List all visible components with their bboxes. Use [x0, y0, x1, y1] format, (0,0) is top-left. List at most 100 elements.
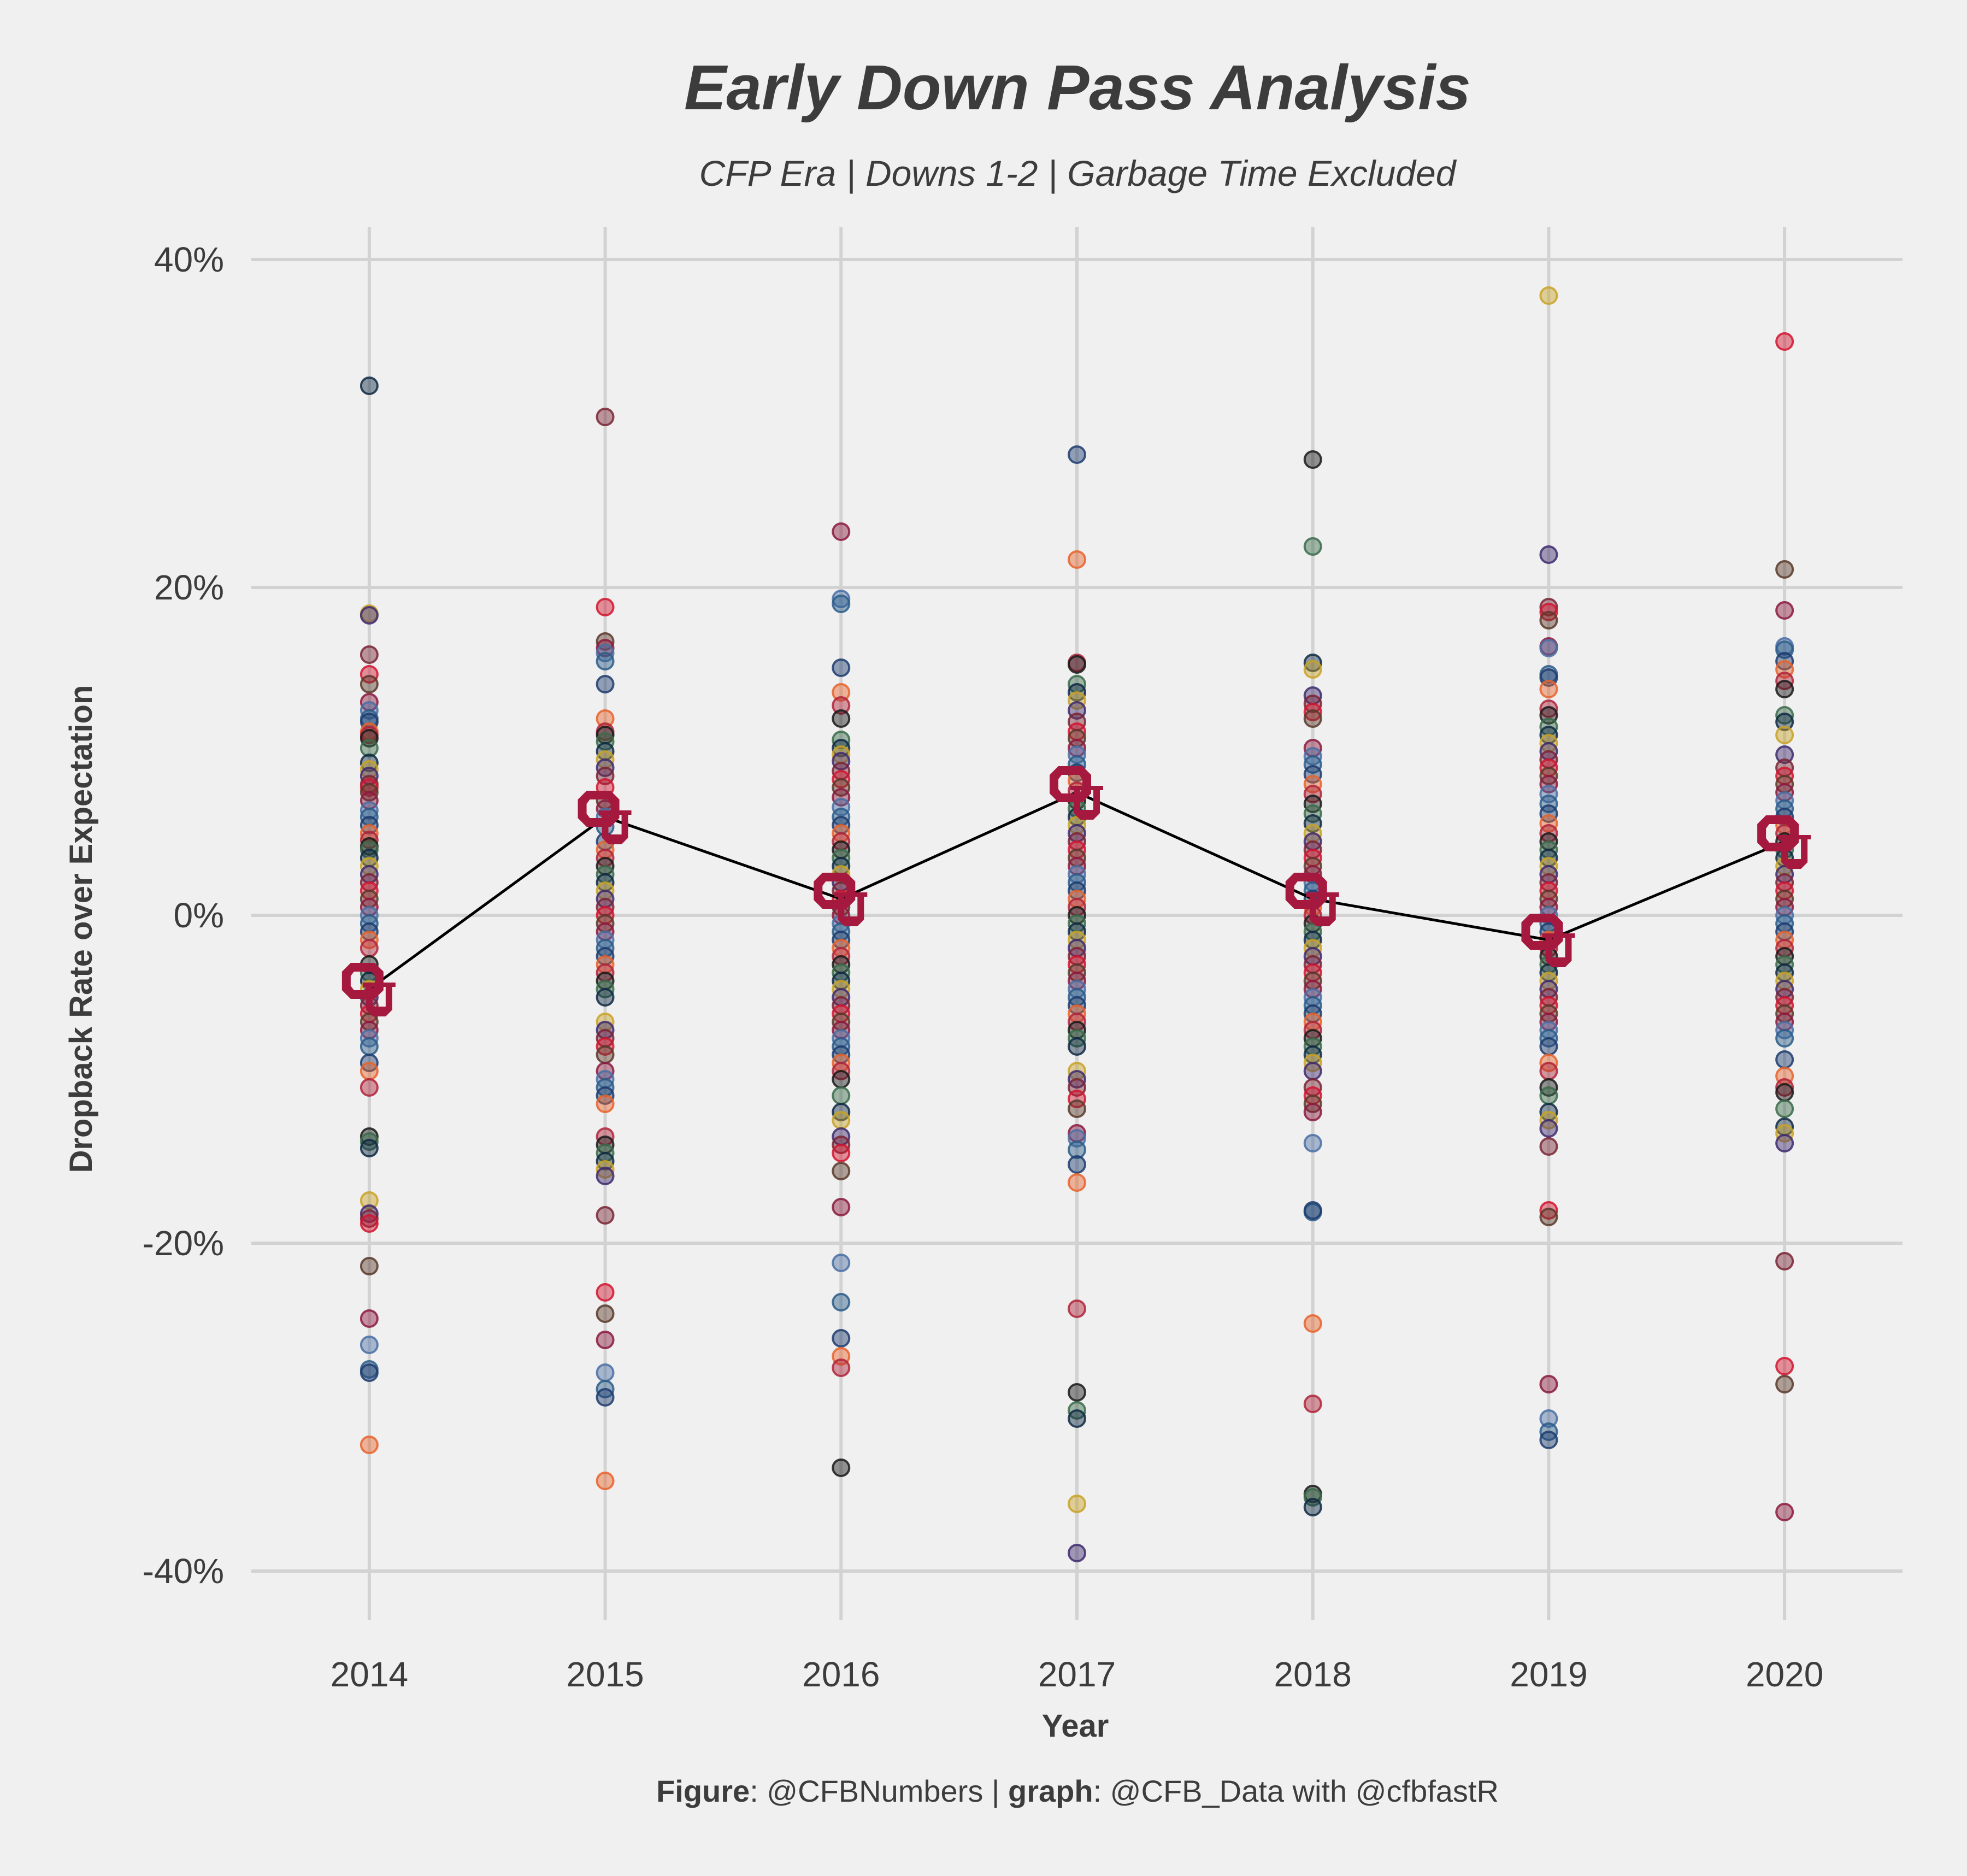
x-tick-labels: 2014 2015 2016 2017 2018 2019 2020	[331, 1655, 1824, 1694]
data-point-2015-56	[596, 1206, 615, 1225]
data-point-2020-11	[1775, 726, 1794, 744]
data-point-2018-2	[1303, 654, 1322, 672]
data-point-2015-10	[596, 732, 615, 751]
data-point-2019-57	[1539, 1119, 1558, 1138]
data-point-2017-1	[1068, 550, 1086, 569]
data-point-2014-63	[360, 1336, 379, 1354]
team-logo-2018	[1285, 873, 1339, 926]
data-point-2015-39	[596, 988, 615, 1007]
data-point-2016-6	[832, 709, 851, 728]
team-logo-2017	[1050, 766, 1103, 820]
x-axis-label: Year	[1042, 1708, 1109, 1744]
data-point-2014-56	[360, 1139, 379, 1157]
data-point-2014-14	[360, 754, 379, 772]
data-point-2017-52	[1068, 1099, 1086, 1118]
data-point-2016-10	[832, 752, 851, 771]
logo-u-shape-2018	[1306, 892, 1339, 926]
data-point-2014-5	[360, 675, 379, 693]
data-point-2020-55	[1775, 1252, 1794, 1271]
x-tick-label-2020: 2020	[1746, 1655, 1823, 1694]
team-logo-2020	[1757, 815, 1811, 869]
data-point-2018-11	[1303, 765, 1322, 784]
x-tick-label-2014: 2014	[331, 1655, 408, 1694]
caption: Figure: @CFBNumbers | graph: @CFB_Data w…	[656, 1774, 1499, 1808]
data-point-2016-51	[832, 1111, 851, 1130]
data-point-2016-59	[832, 1329, 851, 1348]
data-point-2016-58	[832, 1293, 851, 1312]
data-point-2019-60	[1539, 1208, 1558, 1226]
x-tick-label-2017: 2017	[1038, 1655, 1116, 1694]
logo-u-shape-2020	[1778, 835, 1811, 869]
data-point-2016-57	[832, 1254, 851, 1272]
data-point-2016-8	[832, 739, 851, 757]
data-point-2014-39	[360, 939, 379, 957]
data-point-2019-58	[1539, 1137, 1558, 1156]
data-point-2018-3	[1303, 660, 1322, 679]
data-point-2016-2	[832, 595, 851, 613]
x-tick-label-2015: 2015	[566, 1655, 644, 1694]
data-point-2017-55	[1068, 1140, 1086, 1159]
data-point-2020-12	[1775, 745, 1794, 764]
data-point-2017-59	[1068, 1383, 1086, 1402]
logo-u-shape-2015	[598, 810, 632, 844]
data-point-2017-62	[1068, 1495, 1086, 1513]
data-point-2017-56	[1068, 1155, 1086, 1174]
y-tick-labels: -40% -20% 0% 20% 40%	[143, 240, 224, 1591]
data-point-2014-61	[360, 1257, 379, 1275]
data-point-2014-3	[360, 645, 379, 664]
y-tick-label-3: 20%	[154, 568, 224, 607]
data-point-2019-21	[1539, 795, 1558, 813]
data-point-2017-58	[1068, 1299, 1086, 1318]
data-point-2019-19	[1539, 775, 1558, 793]
data-point-2018-7	[1303, 709, 1322, 728]
chart-subtitle: CFP Era | Downs 1-2 | Garbage Time Exclu…	[699, 153, 1457, 195]
data-point-2016-5	[832, 696, 851, 715]
data-point-2015-1	[596, 598, 615, 616]
data-point-2017-6	[1068, 691, 1086, 710]
data-point-2019-50	[1539, 1037, 1558, 1056]
data-point-2019-59	[1539, 1201, 1558, 1220]
data-point-2020-2	[1775, 601, 1794, 620]
data-point-2014-53	[360, 1078, 379, 1097]
data-point-2015-0	[596, 408, 615, 426]
data-point-2019-9	[1539, 680, 1558, 698]
logo-u-shape-2016	[834, 892, 868, 926]
y-tick-label-2: 0%	[174, 896, 225, 935]
data-point-2017-3	[1068, 655, 1086, 674]
data-point-2015-59	[596, 1331, 615, 1349]
data-point-2016-61	[832, 1359, 851, 1377]
data-point-2014-4	[360, 665, 379, 684]
data-point-2016-1	[832, 590, 851, 608]
data-point-2020-58	[1775, 1503, 1794, 1521]
data-point-2020-46	[1775, 1029, 1794, 1048]
data-point-2020-1	[1775, 560, 1794, 579]
data-point-2015-62	[596, 1388, 615, 1407]
data-point-2019-10	[1539, 699, 1558, 718]
data-point-2020-54	[1775, 1134, 1794, 1152]
data-point-2017-12	[1068, 745, 1086, 764]
caption-figure-label: Figure	[656, 1774, 750, 1808]
data-point-2018-15	[1303, 804, 1322, 823]
x-tick-label-2018: 2018	[1274, 1655, 1352, 1694]
data-point-2016-48	[832, 1070, 851, 1089]
data-point-2020-51	[1775, 1099, 1794, 1118]
data-point-2017-61	[1068, 1409, 1086, 1428]
caption-figure-value: : @CFBNumbers |	[750, 1774, 1008, 1808]
data-point-2016-54	[832, 1144, 851, 1162]
data-point-2018-0	[1303, 450, 1322, 469]
logo-o-shape-2017	[1050, 766, 1091, 802]
data-point-2015-63	[596, 1472, 615, 1490]
data-point-2017-51	[1068, 1090, 1086, 1108]
data-point-2019-2	[1539, 598, 1558, 616]
data-point-2020-9	[1775, 706, 1794, 725]
data-point-2018-10	[1303, 755, 1322, 774]
data-point-2015-44	[596, 1045, 615, 1064]
data-point-2014-25	[360, 831, 379, 849]
data-point-2018-55	[1303, 1395, 1322, 1413]
data-point-2014-59	[360, 1209, 379, 1228]
logo-o-shape-2019	[1521, 914, 1563, 950]
logo-o-shape-2020	[1757, 815, 1799, 851]
data-point-2018-1	[1303, 537, 1322, 556]
